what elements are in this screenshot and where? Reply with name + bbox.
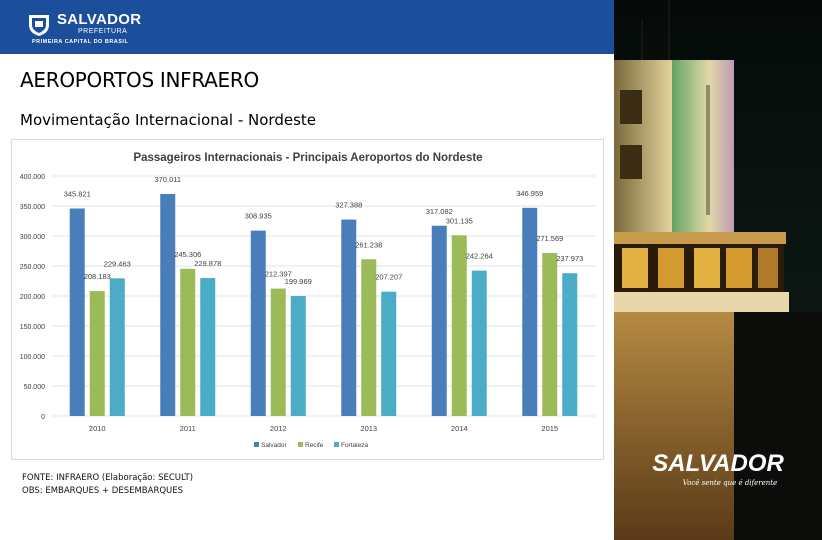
legend-salvador: Salvador: [261, 442, 287, 449]
y-tick-label: 300.000: [20, 234, 45, 241]
page-subtitle: Movimentação Internacional - Nordeste: [20, 111, 316, 129]
chart-title: Passageiros Internacionais - Principais …: [133, 152, 482, 164]
x-tick-label: 2013: [360, 424, 377, 433]
bar-recife-2013: [361, 259, 377, 416]
page-title: AEROPORTOS INFRAERO: [20, 68, 259, 92]
legend-swatch: [334, 442, 339, 447]
lacerda-elevator-image: SALVADOR Você sente que é diferente: [614, 0, 822, 540]
bar-fortaleza-2013: [381, 291, 397, 416]
data-label: 308.935: [245, 212, 272, 221]
bar-fortaleza-2014: [471, 270, 487, 416]
data-label: 245.306: [174, 250, 201, 259]
y-tick-label: 350.000: [20, 204, 45, 211]
y-tick-label: 0: [41, 414, 45, 421]
bar-chart: Passageiros Internacionais - Principais …: [20, 152, 595, 449]
bar-salvador-2013: [341, 219, 357, 416]
bar-recife-2015: [542, 253, 558, 416]
data-label: 370.011: [154, 175, 181, 184]
bar-salvador-2010: [69, 208, 85, 416]
data-label: 317.082: [426, 207, 453, 216]
legend-swatch: [254, 442, 259, 447]
data-label: 208.183: [84, 272, 111, 281]
data-label: 271.569: [536, 234, 563, 243]
chart-frame: Passageiros Internacionais - Principais …: [11, 139, 604, 460]
source-note: FONTE: INFRAERO (Elaboração: SECULT): [22, 473, 194, 483]
data-label: 237.973: [556, 254, 583, 263]
data-label: 327.388: [335, 201, 362, 210]
bar-salvador-2011: [160, 193, 176, 416]
logo-sub: PREFEITURA: [78, 28, 128, 35]
bar-recife-2010: [89, 291, 105, 416]
bar-recife-2014: [451, 235, 467, 416]
logo-tagline: PRIMEIRA CAPITAL DO BRASIL: [32, 39, 129, 45]
prefeitura-logo[interactable]: SALVADOR PREFEITURA PRIMEIRA CAPITAL DO …: [26, 9, 141, 47]
data-label: 212.397: [265, 270, 292, 279]
bar-recife-2012: [270, 288, 286, 416]
data-label: 229.463: [104, 259, 131, 268]
x-tick-label: 2015: [541, 424, 558, 433]
y-tick-label: 200.000: [20, 294, 45, 301]
photo-brand: SALVADOR: [652, 450, 784, 477]
y-tick-label: 250.000: [20, 264, 45, 271]
bar-fortaleza-2015: [562, 273, 578, 416]
y-tick-label: 400.000: [20, 174, 45, 181]
data-label: 301.135: [446, 216, 473, 225]
data-label: 242.264: [466, 252, 493, 261]
data-label: 207.207: [375, 273, 402, 282]
legend-fortaleza: Fortaleza: [341, 442, 368, 449]
bar-salvador-2015: [522, 207, 538, 416]
y-tick-label: 50.000: [24, 384, 46, 391]
data-label: 199.969: [285, 277, 312, 286]
bar-fortaleza-2012: [290, 296, 306, 416]
x-tick-label: 2011: [180, 424, 196, 433]
logo-name: SALVADOR: [57, 11, 142, 28]
elevator-photo: SALVADOR Você sente que é diferente: [614, 0, 822, 540]
legend-recife: Recife: [305, 442, 324, 449]
header-bar: SALVADOR PREFEITURA PRIMEIRA CAPITAL DO …: [0, 0, 614, 54]
bar-recife-2011: [180, 268, 196, 416]
bar-fortaleza-2011: [200, 278, 216, 416]
bar-salvador-2014: [431, 225, 447, 416]
data-label: 261.238: [355, 240, 382, 249]
data-label: 229.878: [194, 259, 221, 268]
x-tick-label: 2014: [451, 424, 468, 433]
legend-swatch: [298, 442, 303, 447]
data-label: 346.959: [516, 189, 543, 198]
bar-fortaleza-2010: [109, 278, 125, 416]
obs-note: OBS: EMBARQUES + DESEMBARQUES: [22, 486, 184, 496]
bar-salvador-2012: [250, 230, 266, 416]
x-tick-label: 2012: [270, 424, 287, 433]
photo-slogan: Você sente que é diferente: [683, 479, 777, 487]
x-tick-label: 2010: [89, 424, 106, 433]
y-tick-label: 150.000: [20, 324, 45, 331]
data-label: 345.821: [64, 190, 91, 199]
y-tick-label: 100.000: [20, 354, 45, 361]
city-crest-icon: [29, 15, 49, 36]
